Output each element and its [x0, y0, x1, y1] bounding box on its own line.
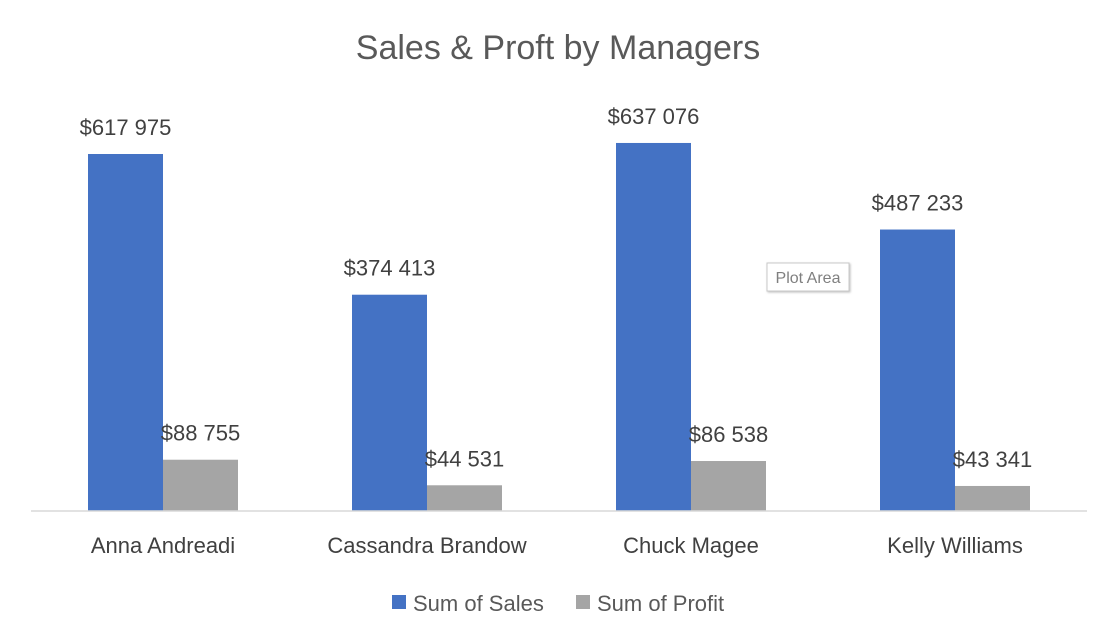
sales-data-label: $374 413: [344, 256, 436, 281]
chart-title: Sales & Proft by Managers: [356, 29, 760, 67]
profit-bar[interactable]: [427, 485, 502, 511]
legend: Sum of Sales Sum of Profit: [392, 591, 724, 616]
legend-swatch-profit: [576, 595, 590, 609]
x-tick-label: Chuck Magee: [623, 533, 759, 558]
x-tick-label: Anna Andreadi: [91, 533, 235, 558]
x-tick-label: Kelly Williams: [887, 533, 1023, 558]
x-axis-ticks: Anna Andreadi Cassandra Brandow Chuck Mage…: [91, 533, 1023, 558]
plot-area[interactable]: $617 975 $88 755 $374 413 $44 531 $637 076 $8…: [80, 104, 1033, 511]
tooltip-text: Plot Area: [776, 270, 841, 287]
legend-label-sales: Sum of Sales: [413, 591, 544, 616]
profit-bar[interactable]: [163, 459, 238, 511]
profit-bar[interactable]: [691, 461, 766, 511]
legend-label-profit: Sum of Profit: [597, 591, 724, 616]
legend-swatch-sales: [392, 595, 406, 609]
sales-bar[interactable]: [88, 154, 163, 511]
x-tick-label: Cassandra Brandow: [327, 533, 526, 558]
sales-bar[interactable]: [880, 229, 955, 511]
tooltip-box: [766, 262, 850, 292]
profit-data-label: $86 538: [689, 422, 769, 447]
sales-bar[interactable]: [616, 142, 691, 511]
profit-bar[interactable]: [955, 485, 1030, 511]
profit-data-label: $43 341: [953, 447, 1033, 472]
sales-data-label: $637 076: [608, 104, 700, 129]
sales-bar[interactable]: [352, 294, 427, 511]
sales-data-label: $487 233: [872, 191, 964, 216]
profit-data-label: $88 755: [161, 421, 241, 446]
sales-data-label: $617 975: [80, 115, 172, 140]
plot-area-tooltip: Plot Area: [766, 262, 850, 292]
profit-data-label: $44 531: [425, 446, 505, 471]
